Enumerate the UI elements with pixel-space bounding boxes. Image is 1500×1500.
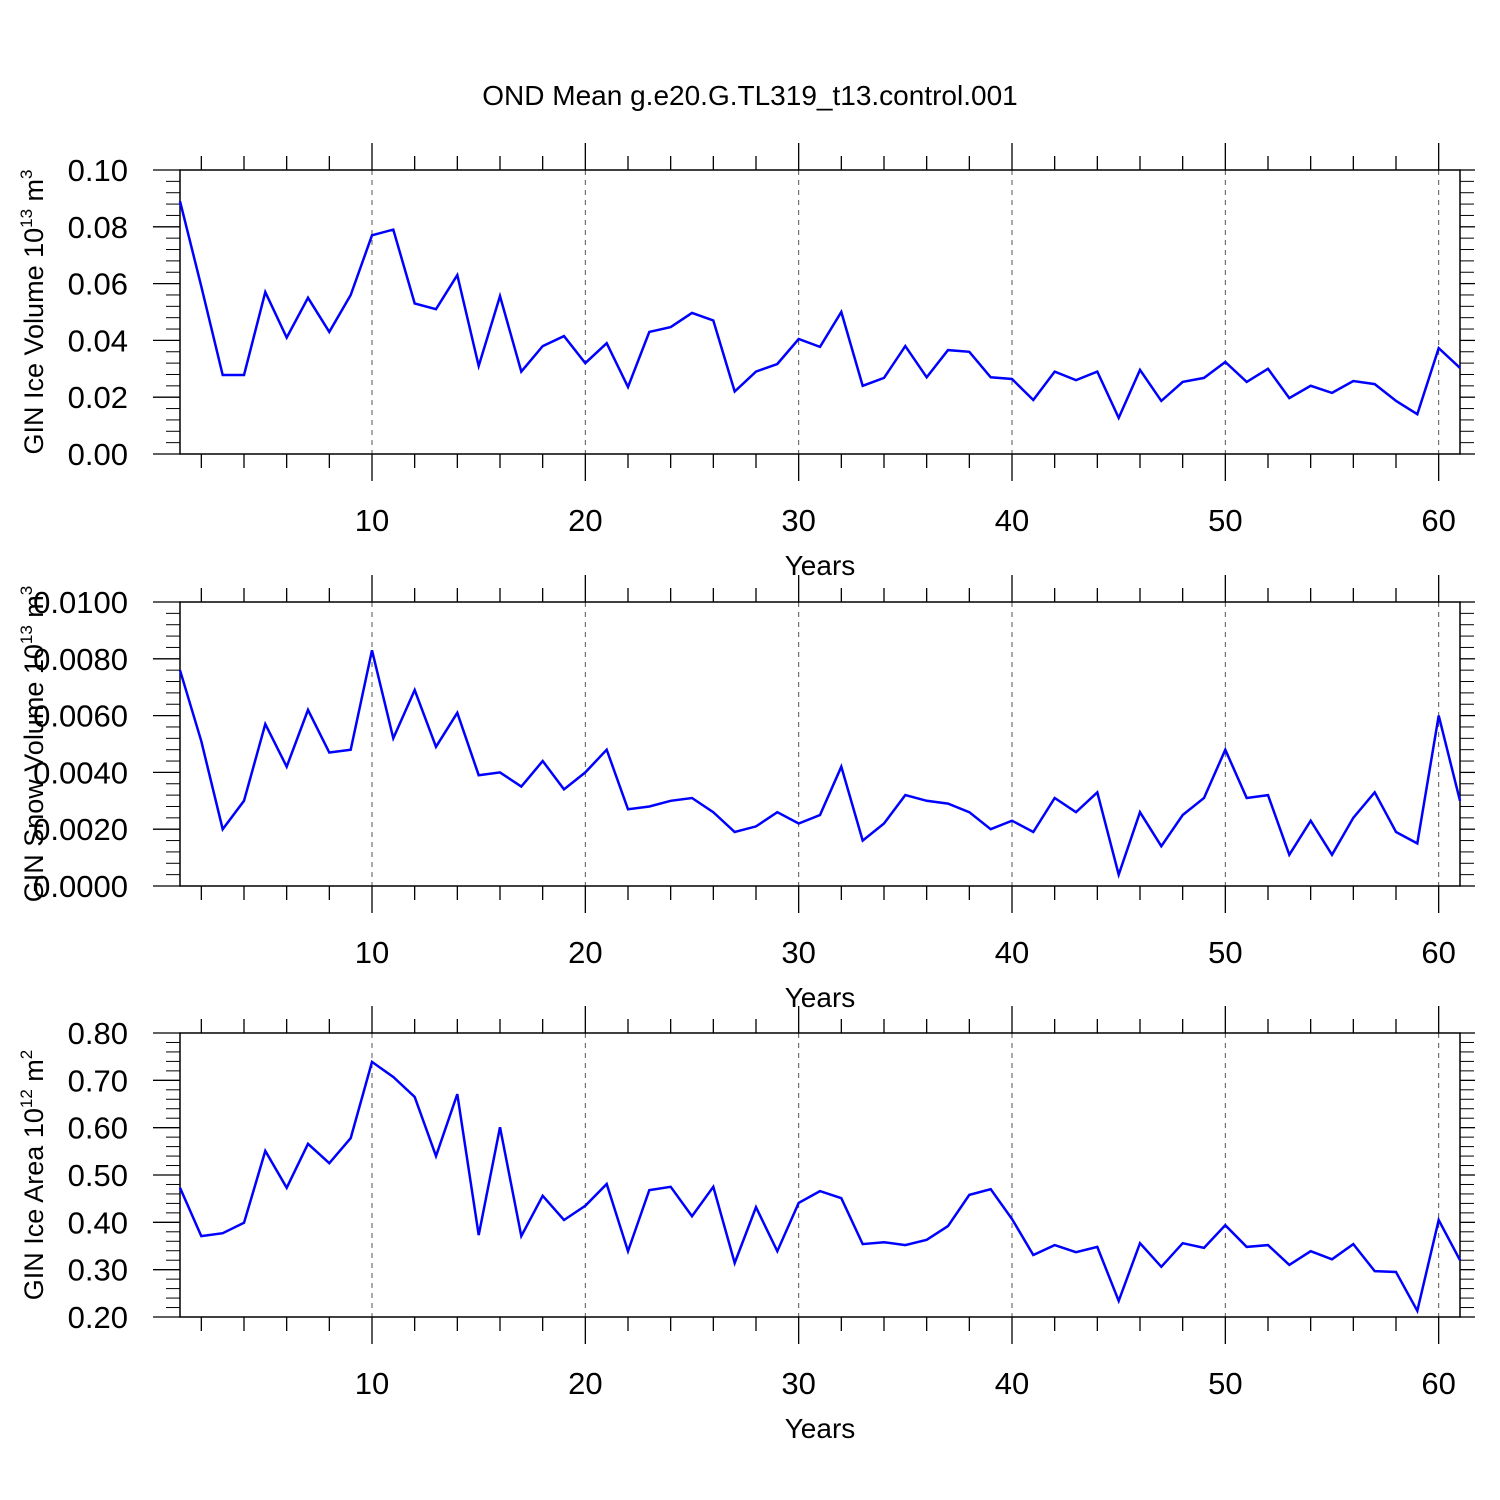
superscript: 13 (17, 625, 36, 644)
plot-frame (179, 601, 1461, 887)
y-axis-label: GIN Ice Area 1012 m2 (17, 1050, 49, 1301)
series-line (178, 650, 1462, 879)
label-part: m (19, 179, 49, 209)
x-tick-label: 30 (781, 1366, 815, 1401)
y-axis-label: GIN Ice Volume 1013 m3 (17, 169, 49, 454)
chart-title: OND Mean g.e20.G.TL319_t13.control.001 (482, 80, 1018, 111)
y-tick-label: 0.0020 (33, 812, 128, 847)
panel-2: 0.0000 0.0020 0.0040 0.0060 0.0080 0.0100 10 20… (17, 575, 1475, 1013)
x-tick-label: 30 (781, 935, 815, 970)
y-tick-label: 0.80 (68, 1016, 128, 1051)
y-tick-label: 0.04 (68, 323, 128, 358)
superscript: 3 (17, 169, 36, 178)
x-axis-label: Years (785, 550, 856, 581)
x-tick-label: 20 (568, 1366, 602, 1401)
x-axis-label: Years (785, 982, 856, 1013)
label-part: GIN Snow Volume 10 (19, 644, 49, 902)
y-tick-label: 0.0100 (33, 585, 128, 620)
y-tick-label: 0.08 (68, 210, 128, 245)
x-tick-label: 10 (355, 935, 389, 970)
y-tick-label: 0.40 (68, 1205, 128, 1240)
x-tick-label: 10 (355, 1366, 389, 1401)
x-tick-label: 50 (1208, 935, 1242, 970)
x-tick-label: 40 (995, 1366, 1029, 1401)
superscript: 2 (17, 1050, 36, 1059)
x-tick-label: 50 (1208, 1366, 1242, 1401)
superscript: 13 (17, 209, 36, 228)
superscript: 3 (17, 586, 36, 595)
superscript: 12 (17, 1089, 36, 1108)
y-tick-label: 0.06 (68, 267, 128, 302)
y-tick-label: 0.20 (68, 1300, 128, 1335)
y-tick-label: 0.30 (68, 1253, 128, 1288)
series-line (178, 200, 1461, 421)
y-tick-label: 0.0040 (33, 755, 128, 790)
x-tick-label: 60 (1421, 1366, 1455, 1401)
y-tick-label: 0.0060 (33, 699, 128, 734)
label-part: m (19, 1059, 49, 1089)
y-tick-label: 0.0000 (33, 869, 128, 904)
label-part: m (19, 595, 49, 625)
label-part: GIN Ice Volume 10 (19, 228, 49, 455)
y-axis-label: GIN Snow Volume 1013 m3 (17, 586, 49, 903)
x-tick-label: 10 (355, 503, 389, 538)
plot-frame (179, 169, 1461, 455)
x-tick-label: 20 (568, 935, 602, 970)
y-tick-label: 0.02 (68, 380, 128, 415)
panel-3: 0.20 0.30 0.40 0.50 0.60 0.70 0.80 10 20 30 40 50 60… (17, 1006, 1475, 1444)
x-tick-label: 60 (1421, 935, 1455, 970)
x-tick-label: 40 (995, 503, 1029, 538)
x-tick-label: 60 (1421, 503, 1455, 538)
y-tick-label: 0.70 (68, 1063, 128, 1098)
x-tick-label: 30 (781, 503, 815, 538)
y-tick-label: 0.50 (68, 1158, 128, 1193)
label-part: GIN Ice Area 10 (19, 1108, 49, 1300)
x-tick-label: 20 (568, 503, 602, 538)
x-tick-label: 40 (995, 935, 1029, 970)
x-tick-label: 50 (1208, 503, 1242, 538)
panel-1: 0.00 0.02 0.04 0.06 0.08 0.10 10 20 30 40 50 60 Year… (17, 143, 1475, 581)
series-line (178, 1059, 1462, 1315)
y-tick-label: 0.60 (68, 1111, 128, 1146)
y-tick-label: 0.00 (68, 437, 128, 472)
y-tick-label: 0.10 (68, 153, 128, 188)
x-axis-label: Years (785, 1413, 856, 1444)
y-tick-label: 0.0080 (33, 642, 128, 677)
